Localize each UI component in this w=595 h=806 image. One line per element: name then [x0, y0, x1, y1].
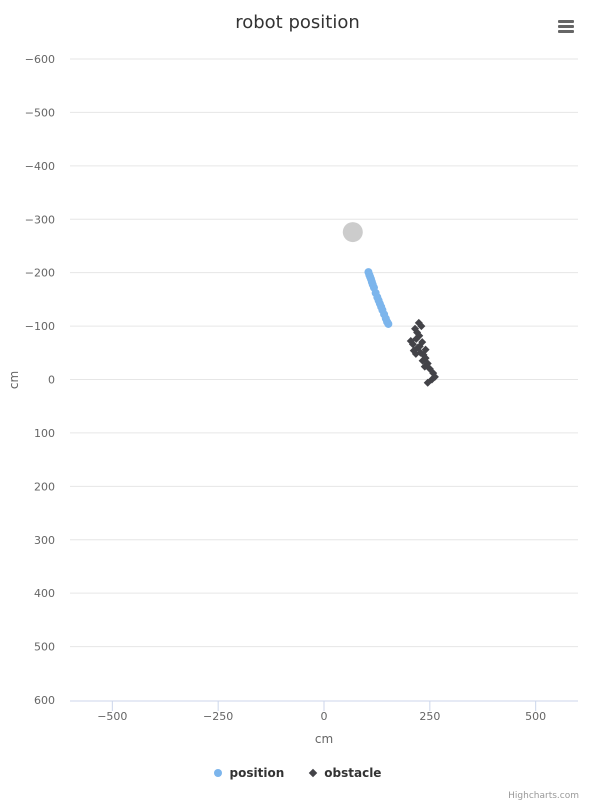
credits-link[interactable]: Highcharts.com [508, 791, 579, 801]
obstacle-point [408, 340, 417, 349]
y-tick-label: −200 [25, 267, 55, 280]
y-tick-label: −400 [25, 160, 55, 173]
legend-item-obstacle[interactable]: obstacle [309, 766, 382, 780]
y-tick-label: −100 [25, 320, 55, 333]
y-tick-label: 0 [48, 374, 55, 387]
y-tick-label: 100 [34, 427, 55, 440]
x-axis-title: cm [315, 732, 333, 746]
y-tick-label: −500 [25, 106, 55, 119]
legend-symbol-position [213, 769, 222, 777]
y-tick-label: 600 [34, 694, 55, 707]
position-point [384, 319, 393, 328]
robot-marker-point [342, 222, 363, 243]
axes: −600 −500 −400 −300 −200 −100 0 100 200 300 400 500… [25, 53, 578, 723]
obstacle-point [411, 349, 420, 358]
y-tick-label: 200 [34, 480, 55, 493]
legend: position obstacle [0, 766, 595, 780]
legend-label-obstacle: obstacle [324, 766, 382, 780]
grid-lines [70, 58, 578, 648]
y-tick-label: 400 [34, 587, 55, 600]
legend-symbol-obstacle [309, 768, 318, 778]
legend-label-position: position [229, 766, 285, 780]
legend-item-position[interactable]: position [213, 766, 285, 780]
x-tick-label: 0 [321, 710, 328, 723]
obstacle-point [423, 378, 432, 387]
y-tick-label: 300 [34, 534, 55, 547]
y-tick-label: −600 [25, 53, 55, 66]
menu-icon-bar [558, 30, 574, 33]
menu-icon-bar [558, 20, 574, 23]
chart-title: robot position [235, 12, 360, 33]
obstacle-point [414, 318, 423, 327]
y-axis-title: cm [7, 371, 21, 389]
y-tick-label: −300 [25, 213, 55, 226]
x-tick-label: 250 [419, 710, 440, 723]
menu-icon[interactable] [556, 18, 576, 36]
y-tick-label: 500 [34, 641, 55, 654]
x-tick-label: 500 [525, 710, 546, 723]
data-points [342, 222, 439, 387]
menu-icon-bar [558, 25, 574, 28]
x-tick-label: −500 [97, 710, 127, 723]
obstacle-point [415, 342, 424, 351]
obstacle-point [421, 345, 430, 354]
x-tick-label: −250 [203, 710, 233, 723]
